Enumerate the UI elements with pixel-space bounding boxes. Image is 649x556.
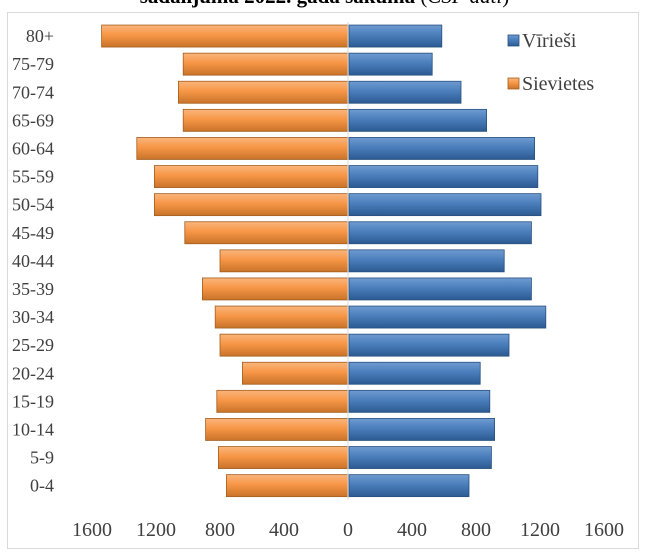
category-label-45-49: 45-49 [12,223,54,243]
category-label-80: 80+ [26,26,54,46]
bar-sievietes-40-44 [219,249,349,273]
x-tick-label: 1200 [136,519,176,541]
chart-title: sadalījumā 2022. gada sākumā (CSP dati) [0,0,649,9]
category-label-5-9: 5-9 [30,448,54,468]
x-tick-label: 1600 [584,519,624,541]
x-tick-label: 1600 [72,519,112,541]
bar-sievietes-10-14 [205,418,349,441]
category-labels: 0-4 5-9 10-14 15-19 20-24 25-29 30-34 35-39 40-4… [12,26,54,496]
bar-sievietes-15-19 [216,389,349,413]
bar-viriesi-65-69 [348,108,488,132]
x-tick-label: 0 [343,519,353,541]
viriesi-bars [348,24,547,498]
bar-viriesi-40-44 [348,249,505,273]
x-axis-tick-labels: 1600 1200 800 400 0 400 800 1200 1600 [72,519,624,541]
legend-swatch-viriesi [507,34,520,47]
bar-sievietes-30-34 [214,305,349,329]
bar-viriesi-70-74 [348,80,462,104]
bar-sievietes-50-54 [153,193,349,217]
category-label-0-4: 0-4 [30,476,54,496]
category-label-15-19: 15-19 [12,391,54,411]
category-label-50-54: 50-54 [12,195,54,215]
legend-swatch-sievietes [507,77,520,90]
bar-sievietes-60-64 [136,137,349,160]
bar-sievietes-25-29 [219,333,349,357]
chart-title-close-paren: ) [502,0,509,8]
bar-viriesi-0-4 [348,474,470,498]
bar-viriesi-75-79 [348,52,433,76]
bar-viriesi-30-34 [348,305,547,329]
bar-viriesi-25-29 [348,333,510,357]
x-tick-label: 400 [397,519,427,541]
x-tick-label: 800 [461,519,491,541]
bar-sievietes-70-74 [177,80,349,104]
bar-sievietes-80 [101,24,349,48]
category-label-65-69: 65-69 [12,110,54,130]
x-tick-label: 400 [269,519,299,541]
bar-viriesi-15-19 [348,389,491,413]
bar-sievietes-5-9 [217,446,349,469]
category-label-20-24: 20-24 [12,363,54,383]
category-label-60-64: 60-64 [12,138,54,158]
bar-viriesi-60-64 [348,137,536,160]
bar-viriesi-55-59 [348,165,539,188]
bar-viriesi-45-49 [348,221,532,245]
category-label-25-29: 25-29 [12,335,54,355]
bar-viriesi-5-9 [348,446,492,469]
chart-title-open-paren: ( [415,0,427,8]
category-label-30-34: 30-34 [12,307,54,327]
chart-title-source: CSP dati [427,0,502,8]
sievietes-bars [101,24,349,498]
legend-label-viriesi: Vīrieši [522,30,577,52]
legend: Vīrieši Sievietes [507,30,594,95]
bar-sievietes-45-49 [184,221,349,245]
bar-sievietes-35-39 [201,277,349,301]
bar-sievietes-55-59 [153,165,349,188]
category-label-10-14: 10-14 [12,419,54,439]
bar-sievietes-0-4 [225,474,349,498]
category-label-40-44: 40-44 [12,251,54,271]
x-tick-label: 1200 [520,519,560,541]
bar-viriesi-10-14 [348,418,496,441]
category-label-75-79: 75-79 [12,54,54,74]
x-tick-label: 800 [205,519,235,541]
bar-sievietes-65-69 [182,108,349,132]
bar-viriesi-20-24 [348,361,481,385]
category-label-70-74: 70-74 [12,82,54,102]
category-label-35-39: 35-39 [12,279,54,299]
legend-label-sievietes: Sievietes [522,73,594,95]
bar-viriesi-35-39 [348,277,532,301]
bar-viriesi-80 [348,24,443,48]
bar-viriesi-50-54 [348,193,542,217]
chart-title-main: sadalījumā 2022. gada sākumā [140,0,415,8]
chart-frame [7,12,639,549]
bar-sievietes-75-79 [182,52,349,76]
category-label-55-59: 55-59 [12,167,54,187]
bar-sievietes-20-24 [241,361,349,385]
